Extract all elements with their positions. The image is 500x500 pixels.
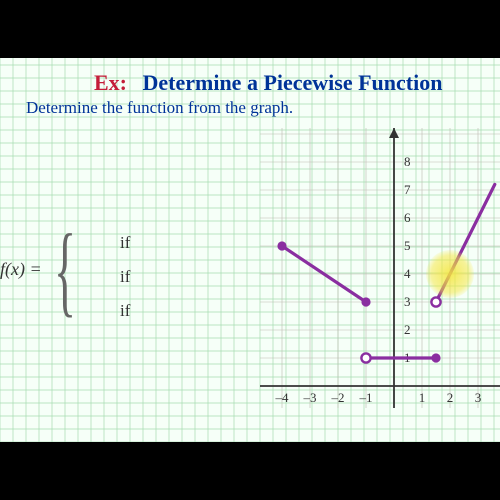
content-area: Ex: Determine a Piecewise Function Deter… <box>0 58 500 442</box>
if-row: if <box>120 294 130 328</box>
svg-text:2: 2 <box>404 322 411 337</box>
fx-definition: f(x) = { if if if <box>0 218 195 328</box>
svg-text:–3: –3 <box>303 390 317 405</box>
fx-paren: (x) = <box>5 259 42 279</box>
graph-svg: –4–3–2–112312345678 <box>260 128 500 408</box>
fx-label: f(x) = <box>0 259 42 280</box>
svg-text:5: 5 <box>404 238 411 253</box>
svg-text:–1: –1 <box>359 390 373 405</box>
svg-text:3: 3 <box>475 390 482 405</box>
if-row: if <box>120 260 130 294</box>
letterbox-top <box>0 0 500 58</box>
title-row: Ex: Determine a Piecewise Function <box>94 70 442 96</box>
letterbox-bottom <box>0 442 500 500</box>
svg-text:–4: –4 <box>275 390 290 405</box>
brace-icon: { <box>54 220 76 322</box>
svg-text:–2: –2 <box>331 390 345 405</box>
if-row: if <box>120 226 130 260</box>
subtitle: Determine the function from the graph. <box>26 98 293 118</box>
svg-text:6: 6 <box>404 210 411 225</box>
svg-text:4: 4 <box>404 266 411 281</box>
ex-label: Ex: <box>94 70 127 95</box>
svg-text:8: 8 <box>404 154 411 169</box>
if-column: if if if <box>120 226 130 328</box>
svg-text:7: 7 <box>404 182 411 197</box>
svg-text:1: 1 <box>419 390 426 405</box>
svg-text:2: 2 <box>447 390 454 405</box>
main-title: Determine a Piecewise Function <box>143 70 443 95</box>
svg-text:3: 3 <box>404 294 411 309</box>
graph-area: –4–3–2–112312345678 <box>260 128 500 408</box>
